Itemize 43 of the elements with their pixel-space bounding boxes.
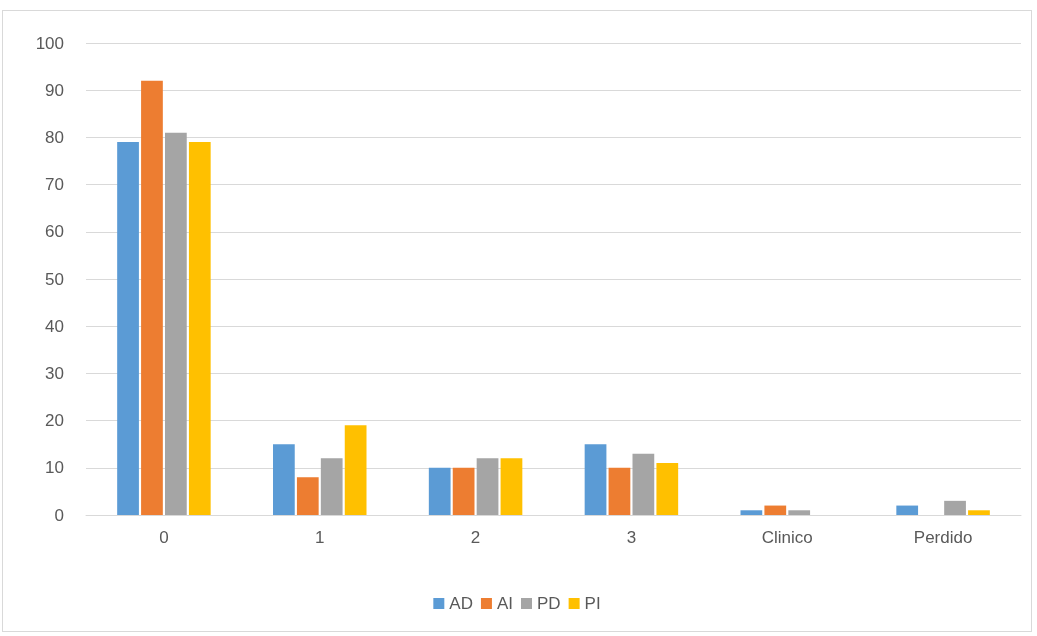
bar xyxy=(273,444,295,515)
bar xyxy=(632,453,655,515)
bar xyxy=(764,505,787,515)
bar xyxy=(608,467,631,515)
y-tick-label: 100 xyxy=(35,33,64,53)
legend-label: AD xyxy=(449,594,473,613)
bar xyxy=(656,463,679,515)
x-tick-label: 1 xyxy=(315,528,325,547)
y-tick-label: 40 xyxy=(45,316,64,336)
bar xyxy=(896,505,919,515)
y-tick-label: 80 xyxy=(45,127,64,147)
bar xyxy=(320,458,343,515)
y-tick-label: 30 xyxy=(45,363,64,383)
bar xyxy=(476,458,499,515)
bar xyxy=(584,444,607,515)
bar xyxy=(344,425,367,515)
bar xyxy=(968,510,990,515)
x-tick-label: 3 xyxy=(626,528,637,547)
bar xyxy=(740,510,763,515)
legend-label: PD xyxy=(537,594,561,613)
y-tick-label: 90 xyxy=(45,80,64,100)
y-tick-label: 0 xyxy=(54,505,64,525)
y-tick-label: 60 xyxy=(45,222,64,242)
bar xyxy=(165,132,187,515)
x-tick-label: Perdido xyxy=(913,528,973,547)
y-tick-label: 10 xyxy=(45,458,64,478)
bar xyxy=(296,477,319,515)
x-tick-label: 0 xyxy=(159,528,169,547)
x-tick-label: 2 xyxy=(470,528,481,547)
legend-label: PI xyxy=(584,594,601,613)
bar xyxy=(452,467,475,515)
legend-label: AI xyxy=(496,594,513,613)
bar xyxy=(788,510,811,515)
bar xyxy=(117,142,139,515)
x-tick-label: Clinico xyxy=(761,528,813,547)
bar xyxy=(944,500,966,515)
y-tick-label: 50 xyxy=(45,269,64,289)
bar xyxy=(428,467,451,515)
bar xyxy=(188,142,211,515)
bar xyxy=(141,80,163,515)
y-tick-label: 70 xyxy=(45,175,64,195)
bar xyxy=(500,458,523,515)
y-tick-label: 20 xyxy=(45,411,64,431)
